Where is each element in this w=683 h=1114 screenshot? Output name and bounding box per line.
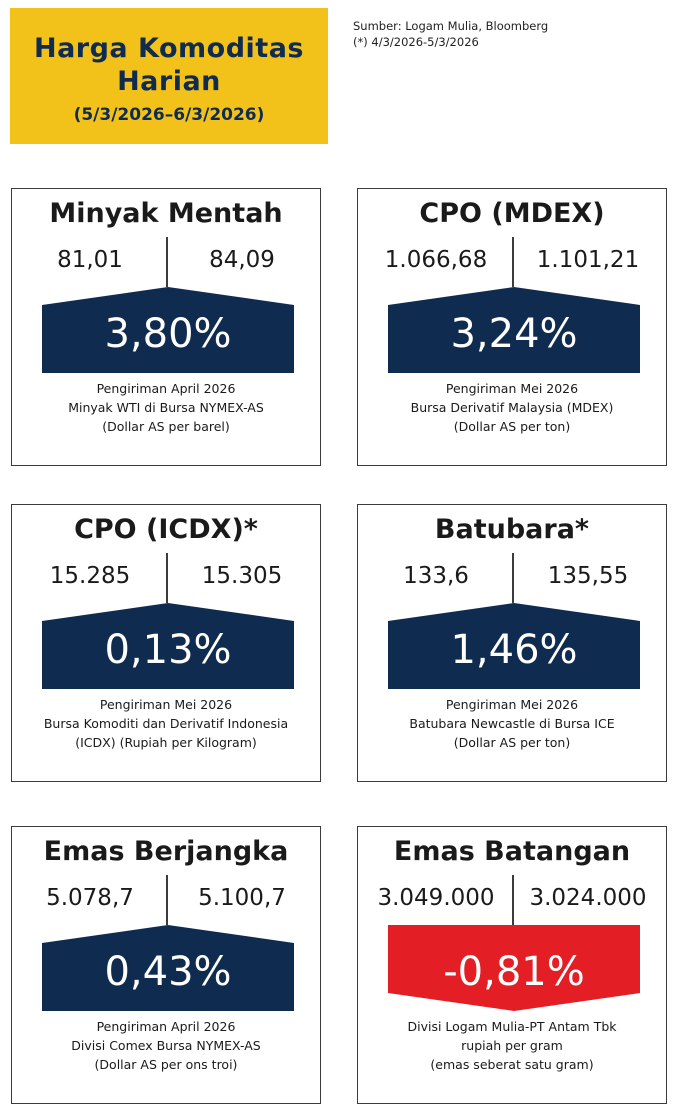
unit: rupiah per gram	[461, 1038, 563, 1053]
percent-change: 0,13%	[104, 627, 232, 673]
percent-change: 0,43%	[104, 949, 232, 995]
down-arrow-shape	[388, 925, 640, 1011]
delivery-period: Pengiriman April 2026	[96, 381, 236, 396]
previous-price: 1.066,68	[384, 247, 488, 273]
divider	[166, 553, 168, 603]
market-name: Batubara Newcastle di Bursa ICE	[409, 716, 615, 731]
market-name: Bursa Komoditi dan Derivatif Indonesia	[43, 716, 289, 731]
previous-price: 133,6	[403, 563, 469, 589]
up-arrow-shape	[388, 287, 640, 373]
delivery-period: Pengiriman Mei 2026	[99, 697, 233, 712]
card-cpo-icdx: CPO (ICDX)* 15.285 15.305 0,13% Pengirim…	[11, 504, 321, 782]
current-price: 5.100,7	[198, 885, 286, 911]
current-price: 135,55	[547, 563, 629, 589]
previous-price: 81,01	[57, 247, 123, 273]
percent-change: -0,81%	[443, 949, 585, 995]
description: Divisi Logam Mulia-PT Antam Tbk rupiah p…	[358, 1017, 666, 1074]
previous-price: 15.285	[49, 563, 131, 589]
seller: Divisi Logam Mulia-PT Antam Tbk	[407, 1019, 617, 1034]
current-price: 1.101,21	[536, 247, 640, 273]
market-name: Minyak WTI di Bursa NYMEX-AS	[68, 400, 264, 415]
previous-price: 3.049.000	[377, 885, 495, 911]
source-note: Sumber: Logam Mulia, Bloomberg (*) 4/3/2…	[353, 18, 548, 50]
source-line: Sumber: Logam Mulia, Bloomberg	[353, 19, 549, 33]
card-batubara: Batubara* 133,6 135,55 1,46% Pengiriman …	[357, 504, 667, 782]
page-title-line2: Harian	[117, 66, 221, 97]
delivery-period: Pengiriman Mei 2026	[445, 381, 579, 396]
card-emas-batangan: Emas Batangan 3.049.000 3.024.000 -0,81%…	[357, 826, 667, 1104]
percent-change: 3,24%	[450, 311, 578, 357]
title-box: Harga Komoditas Harian (5/3/2026–6/3/202…	[10, 8, 328, 144]
card-title: Minyak Mentah	[49, 198, 283, 229]
up-arrow-shape	[42, 925, 294, 1011]
up-arrow-shape	[42, 603, 294, 689]
description: Pengiriman April 2026 Divisi Comex Bursa…	[12, 1017, 320, 1074]
card-title: Emas Batangan	[393, 836, 631, 867]
market-name: Bursa Derivatif Malaysia (MDEX)	[410, 400, 614, 415]
card-title: CPO (MDEX)	[419, 198, 605, 229]
card-emas-berjangka: Emas Berjangka 5.078,7 5.100,7 0,43% Pen…	[11, 826, 321, 1104]
current-price: 84,09	[209, 247, 275, 273]
divider	[166, 237, 168, 287]
unit: (Dollar AS per ons troi)	[94, 1057, 238, 1072]
description: Pengiriman Mei 2026 Bursa Komoditi dan D…	[12, 695, 320, 752]
date-range: (5/3/2026–6/3/2026)	[73, 105, 265, 125]
card-title: Batubara*	[434, 514, 590, 545]
description: Pengiriman Mei 2026 Bursa Derivatif Mala…	[358, 379, 666, 436]
card-minyak-mentah: Minyak Mentah 81,01 84,09 3,80% Pengirim…	[11, 188, 321, 466]
current-price: 15.305	[201, 563, 283, 589]
divider	[166, 875, 168, 925]
divider	[512, 237, 514, 287]
divider	[512, 553, 514, 603]
percent-change: 3,80%	[104, 311, 232, 357]
page-title-line1: Harga Komoditas	[33, 33, 305, 64]
previous-price: 5.078,7	[46, 885, 134, 911]
unit: (Dollar AS per ton)	[453, 735, 571, 750]
divider	[512, 875, 514, 925]
up-arrow-shape	[42, 287, 294, 373]
date-footnote: (*) 4/3/2026-5/3/2026	[353, 35, 479, 49]
card-cpo-mdex: CPO (MDEX) 1.066,68 1.101,21 3,24% Pengi…	[357, 188, 667, 466]
market-name: Divisi Comex Bursa NYMEX-AS	[71, 1038, 261, 1053]
unit: (Dollar AS per ton)	[453, 419, 571, 434]
delivery-period: Pengiriman April 2026	[96, 1019, 236, 1034]
current-price: 3.024.000	[529, 885, 647, 911]
card-title: CPO (ICDX)*	[74, 514, 258, 545]
percent-change: 1,46%	[450, 627, 578, 673]
up-arrow-shape	[388, 603, 640, 689]
unit: (Dollar AS per barel)	[102, 419, 230, 434]
description: Pengiriman April 2026 Minyak WTI di Burs…	[12, 379, 320, 436]
description: Pengiriman Mei 2026 Batubara Newcastle d…	[358, 695, 666, 752]
unit-note: (emas seberat satu gram)	[430, 1057, 594, 1072]
card-title: Emas Berjangka	[43, 836, 289, 867]
unit: (ICDX) (Rupiah per Kilogram)	[75, 735, 257, 750]
delivery-period: Pengiriman Mei 2026	[445, 697, 579, 712]
